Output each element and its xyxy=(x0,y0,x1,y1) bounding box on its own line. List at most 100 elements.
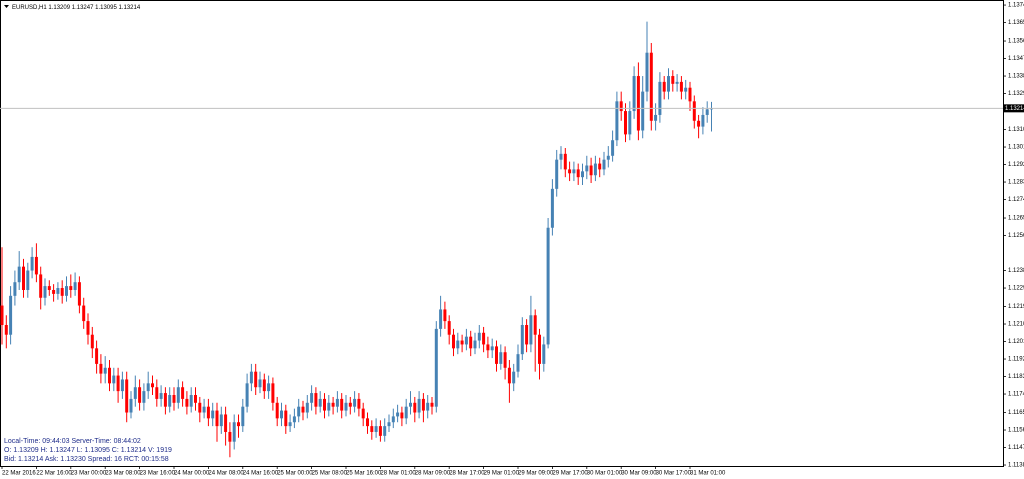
y-tick-label: 1.13105 xyxy=(1008,127,1024,133)
candle-body xyxy=(602,159,606,170)
candle-body xyxy=(357,398,361,409)
candle-body xyxy=(262,379,266,392)
candle-body xyxy=(464,336,468,345)
candle-body xyxy=(112,375,116,384)
candle-body xyxy=(589,165,593,176)
y-tick-label: 1.11380 xyxy=(1008,463,1024,469)
candle-body xyxy=(327,402,331,411)
candle-body xyxy=(82,305,86,322)
candle-body xyxy=(211,410,215,419)
x-tick-label: 25 Mar 16:00 xyxy=(346,471,382,477)
x-tick-label: 24 Mar 16:00 xyxy=(243,471,279,477)
candle-body xyxy=(129,398,133,413)
candle-body xyxy=(323,398,326,411)
candle-body xyxy=(297,406,301,417)
candle-body xyxy=(542,344,546,364)
candle-body xyxy=(679,81,683,92)
y-tick-label: 1.13560 xyxy=(1008,39,1024,45)
y-tick-label: 1.13380 xyxy=(1008,74,1024,80)
candle-body xyxy=(9,295,13,335)
candle-body xyxy=(456,340,460,349)
candle-body xyxy=(477,332,481,341)
symbol: EURUSD,H1 xyxy=(12,5,47,11)
y-tick-label: 1.12925 xyxy=(1008,162,1024,168)
candle-body xyxy=(176,387,180,403)
x-tick-label: 23 Mar 16:00 xyxy=(140,471,176,477)
candle-body xyxy=(43,286,47,298)
x-tick-label: 24 Mar 08:00 xyxy=(208,471,244,477)
candle-body xyxy=(697,120,701,127)
candle-body xyxy=(649,52,653,121)
candle-body xyxy=(73,282,77,290)
candle-body xyxy=(335,398,339,407)
candle-body xyxy=(194,395,197,403)
candle-body xyxy=(69,286,73,290)
candle-body xyxy=(254,371,258,388)
candle-body xyxy=(133,387,137,399)
y-tick-label: 1.11650 xyxy=(1008,410,1024,416)
candle-body xyxy=(439,309,443,329)
candle-body xyxy=(667,76,670,92)
y-tick-label: 1.13290 xyxy=(1008,91,1024,97)
candle-body xyxy=(658,81,662,115)
candle-body xyxy=(275,402,279,419)
candle-body xyxy=(138,387,142,403)
candle-body xyxy=(593,163,597,176)
x-tick-label: 30 Mar 09:00 xyxy=(621,471,657,477)
y-tick-label: 1.11745 xyxy=(1008,392,1024,398)
y-tick-label: 1.12560 xyxy=(1008,233,1024,239)
x-tick-label: 30 Mar 01:00 xyxy=(587,471,623,477)
last-high: 1.13247 xyxy=(72,5,94,11)
candle-body xyxy=(13,282,17,296)
candle-body xyxy=(576,169,580,178)
y-tick-label: 1.12015 xyxy=(1008,339,1024,345)
candle-body xyxy=(237,422,240,427)
candle-body xyxy=(288,422,292,427)
candle-body xyxy=(181,387,185,399)
candle-body xyxy=(434,328,438,407)
candle-body xyxy=(292,416,296,423)
candle-body xyxy=(452,334,455,349)
x-tick-label: 23 Mar 00:00 xyxy=(71,471,107,477)
candle-body xyxy=(555,159,559,189)
candle-body xyxy=(499,352,503,364)
candle-body xyxy=(146,383,150,392)
candle-body xyxy=(645,52,649,92)
candle-body xyxy=(654,114,658,121)
candle-body xyxy=(17,266,21,283)
candle-body xyxy=(619,101,623,112)
y-tick-label: 1.11470 xyxy=(1008,445,1024,451)
info-line: O: 1.13209 H: 1.13247 L: 1.13095 C: 1.13… xyxy=(4,447,172,454)
candle-body xyxy=(0,305,4,325)
candle-body xyxy=(516,354,520,372)
candle-body xyxy=(284,410,288,427)
candle-body xyxy=(280,410,283,419)
x-tick-label: 29 Mar 17:00 xyxy=(552,471,588,477)
candle-body xyxy=(228,431,232,442)
candle-body xyxy=(383,426,387,436)
candle-body xyxy=(662,81,666,92)
candle-body xyxy=(568,169,572,174)
candle-body xyxy=(103,367,107,374)
candle-body xyxy=(520,324,524,355)
y-tick-label: 1.11925 xyxy=(1008,357,1024,363)
candle-body xyxy=(4,324,8,335)
candle-body xyxy=(533,315,537,335)
candle-body xyxy=(482,332,486,345)
candle-body xyxy=(705,109,709,115)
candle-body xyxy=(443,309,447,322)
x-tick-label: 31 Mar 01:00 xyxy=(690,471,726,477)
candle-body xyxy=(47,286,51,290)
y-tick-label: 1.13745 xyxy=(1008,3,1024,9)
candle-body xyxy=(684,87,688,92)
candle-body xyxy=(692,101,696,121)
menu-triangle xyxy=(4,5,9,8)
x-tick-label: 28 Mar 17:00 xyxy=(449,471,485,477)
candle-body xyxy=(224,414,228,432)
candle-body xyxy=(185,398,189,407)
y-tick-label: 1.12745 xyxy=(1008,197,1024,203)
candle-body xyxy=(245,383,249,407)
candle-body xyxy=(65,286,68,296)
candle-body xyxy=(202,406,206,413)
